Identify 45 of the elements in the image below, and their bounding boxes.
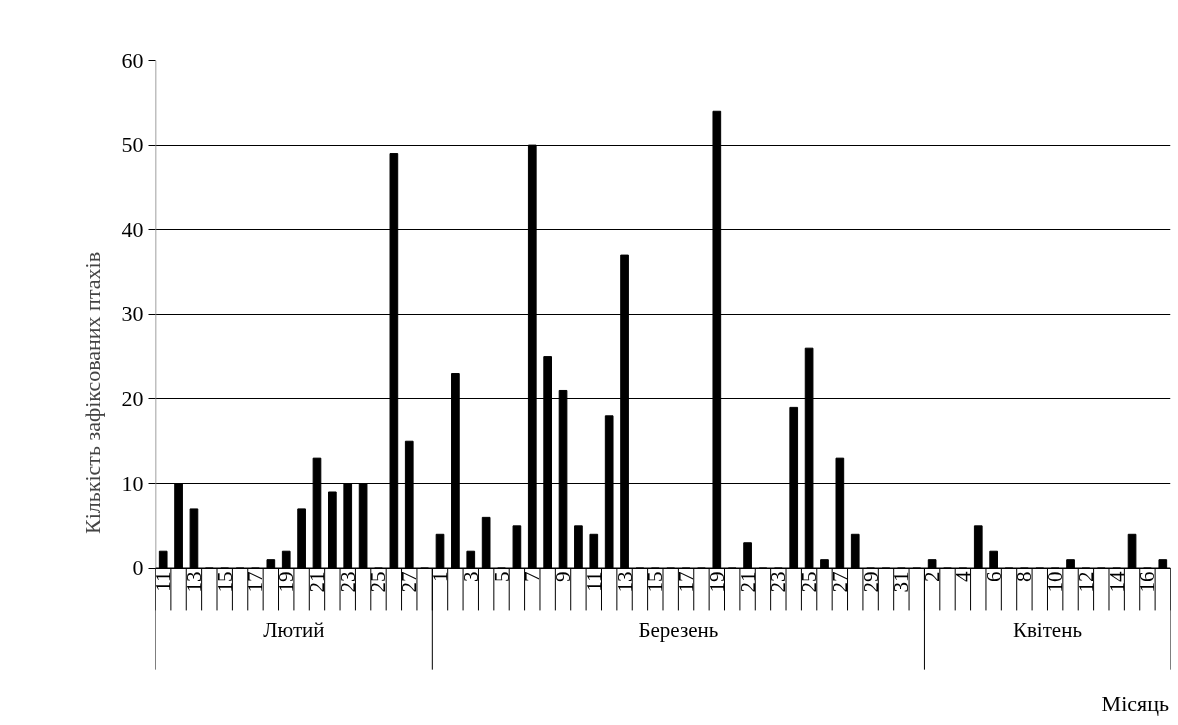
x-tick-label: 23 xyxy=(766,571,791,593)
y-tick-label: 50 xyxy=(121,132,144,158)
x-tick-label: 19 xyxy=(274,571,299,593)
x-tick-label: 27 xyxy=(397,571,422,593)
x-tick-label: 11 xyxy=(151,571,176,592)
x-tick-label: 15 xyxy=(643,571,668,593)
y-tick-label: 0 xyxy=(132,555,144,581)
y-tick-label: 60 xyxy=(121,47,144,73)
x-tick-label: 1 xyxy=(428,571,453,583)
x-tick-label: 12 xyxy=(1073,571,1098,593)
x-tick-label: 15 xyxy=(212,571,237,593)
y-tick-label: 10 xyxy=(121,470,144,496)
y-tick-label: 40 xyxy=(121,216,144,242)
x-tick-label: 9 xyxy=(551,571,576,583)
x-tick-label: 6 xyxy=(981,571,1006,583)
x-tick-label: 14 xyxy=(1104,571,1129,593)
x-tick-label: 2 xyxy=(920,571,945,583)
text: Місяць xyxy=(1101,691,1169,716)
y-tick-label: 20 xyxy=(121,385,144,411)
x-tick-label: 31 xyxy=(889,571,914,593)
x-tick-label: 25 xyxy=(366,571,391,593)
x-tick-label: 21 xyxy=(735,571,760,593)
x-tick-label: 25 xyxy=(797,571,822,593)
y-axis-title: Кількість зафіксованих птахів xyxy=(79,251,105,535)
x-tick-label: 17 xyxy=(243,571,268,593)
x-tick-label: 3 xyxy=(458,571,483,583)
x-tick-label: 13 xyxy=(612,571,637,593)
text: Березень xyxy=(638,617,719,642)
x-tick-label: 27 xyxy=(827,571,852,593)
x-tick-label: 23 xyxy=(335,571,360,593)
x-tick-label: 19 xyxy=(704,571,729,593)
x-tick-label: 21 xyxy=(304,571,329,593)
x-tick-label: 4 xyxy=(950,571,975,583)
x-tick-label: 7 xyxy=(520,571,545,583)
text: Квітень xyxy=(1012,617,1083,642)
x-tick-label: 10 xyxy=(1043,571,1068,593)
text: Лютий xyxy=(263,617,325,642)
x-tick-label: 16 xyxy=(1135,571,1160,593)
x-tick-label: 11 xyxy=(581,571,606,592)
x-tick-label: 17 xyxy=(674,571,699,593)
x-tick-label: 8 xyxy=(1012,571,1037,583)
y-tick-label: 30 xyxy=(121,301,144,327)
x-tick-label: 5 xyxy=(489,571,514,583)
x-tick-label: 29 xyxy=(858,571,883,593)
x-tick-label: 13 xyxy=(181,571,206,593)
